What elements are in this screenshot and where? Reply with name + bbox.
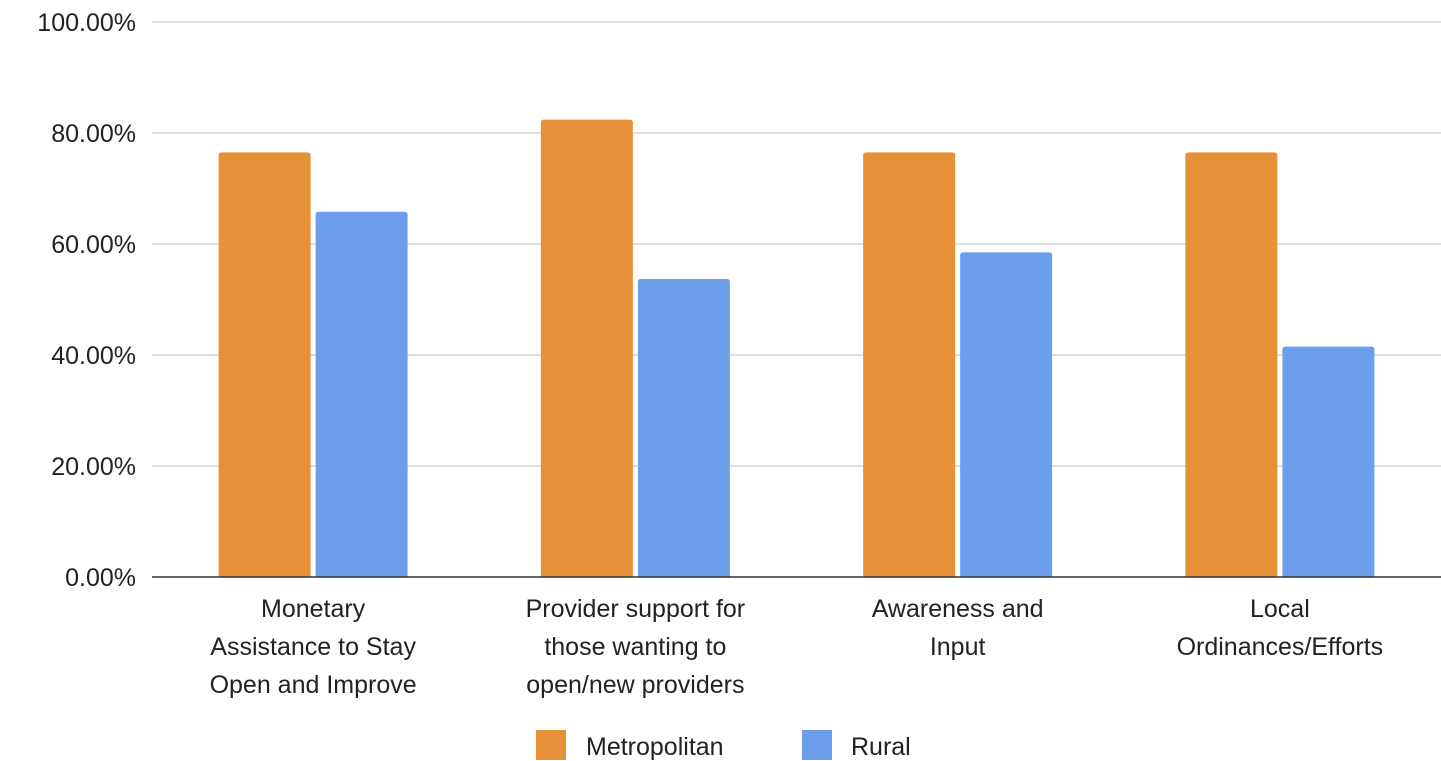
y-tick-label: 0.00% xyxy=(65,564,136,592)
y-tick-label: 80.00% xyxy=(51,120,136,148)
x-tick-label: those wanting to xyxy=(544,633,726,661)
bar-metropolitan-2 xyxy=(863,152,956,578)
bar-rural-3 xyxy=(1282,346,1375,577)
x-tick-label: Monetary xyxy=(261,595,366,623)
bar-metropolitan-0 xyxy=(218,152,311,578)
y-tick-label: 60.00% xyxy=(51,231,136,259)
y-tick-label: 20.00% xyxy=(51,453,136,481)
x-tick-label: Ordinances/Efforts xyxy=(1177,633,1384,661)
y-tick-label: 100.00% xyxy=(37,9,136,37)
legend: Metropolitan Rural xyxy=(536,730,911,761)
legend-label-rural: Rural xyxy=(851,733,911,761)
bar-rural-0 xyxy=(315,211,408,577)
bar-metropolitan-3 xyxy=(1185,152,1278,578)
legend-label-metropolitan: Metropolitan xyxy=(586,733,724,761)
y-axis-ticks: 0.00% 20.00% 40.00% 60.00% 80.00% 100.00% xyxy=(37,9,136,592)
x-tick-label: open/new providers xyxy=(526,671,744,699)
y-tick-label: 40.00% xyxy=(51,342,136,370)
bar-rural-1 xyxy=(637,278,730,577)
x-tick-label: Local xyxy=(1250,595,1310,623)
x-tick-label: Input xyxy=(930,633,986,661)
x-tick-label: Provider support for xyxy=(526,595,746,623)
bar-metropolitan-1 xyxy=(540,119,633,578)
legend-swatch-metropolitan xyxy=(536,730,566,760)
bars xyxy=(218,119,1375,578)
bar-rural-2 xyxy=(960,252,1053,577)
legend-swatch-rural xyxy=(802,730,832,760)
x-axis-labels: Monetary Assistance to Stay Open and Impro… xyxy=(210,595,1384,699)
x-tick-label: Assistance to Stay xyxy=(210,633,416,661)
x-tick-label: Awareness and xyxy=(872,595,1044,623)
x-tick-label: Open and Improve xyxy=(210,671,417,699)
